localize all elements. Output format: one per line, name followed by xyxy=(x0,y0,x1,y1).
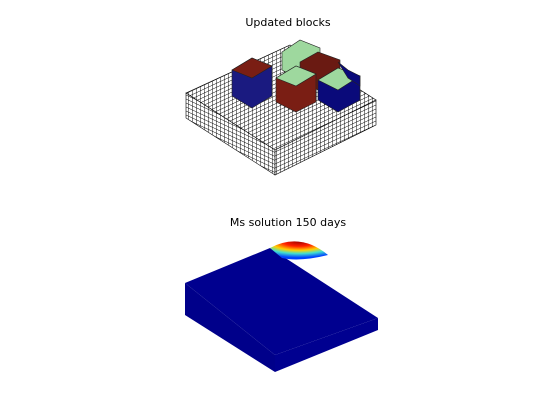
blocks xyxy=(231,39,361,113)
solution-box xyxy=(185,241,378,372)
mesh-grid xyxy=(185,44,377,176)
panel-title: Updated blocks xyxy=(245,16,331,29)
panel-title: Ms solution 150 days xyxy=(230,216,346,229)
